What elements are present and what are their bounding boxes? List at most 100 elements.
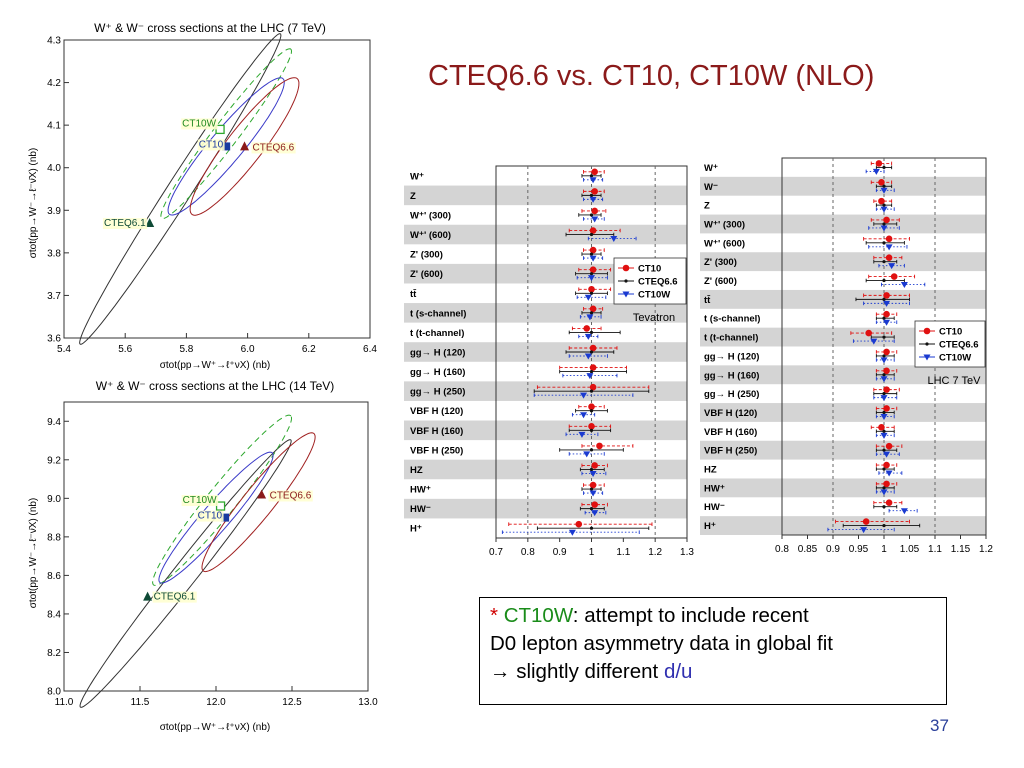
y-tick-label: 8.8 — [47, 532, 61, 543]
row-label: tt̄ — [704, 295, 711, 306]
point-cteq66 — [882, 165, 886, 170]
legend-marker — [622, 264, 630, 272]
point-ct10 — [221, 513, 230, 522]
x-tick-label: 6.4 — [363, 344, 377, 355]
point-cteq66 — [882, 354, 886, 358]
point-cteq66 — [589, 409, 594, 413]
x-tick-label: 5.6 — [118, 344, 132, 355]
point-ct10 — [589, 305, 597, 313]
point-cteq66 — [589, 369, 594, 374]
point-cteq66 — [882, 410, 886, 415]
point-ct10w — [610, 236, 618, 243]
y-tick-label: 4.1 — [47, 121, 61, 132]
point-ct10 — [591, 168, 598, 176]
point-ct10w — [872, 168, 880, 175]
point-ct10w — [584, 333, 592, 340]
arrow-icon: → — [490, 660, 511, 683]
x-tick-label: 1 — [589, 547, 595, 558]
slide-title: CTEQ6.6 vs. CT10, CT10W (NLO) — [428, 60, 875, 92]
point-cteq66 — [882, 523, 886, 528]
ellipse-ct10w — [160, 48, 293, 220]
ellipse-chart-7tev: W⁺ & W⁻ cross sections at the LHC (7 TeV… — [28, 21, 377, 370]
ellipse-chart-14tev: W⁺ & W⁻ cross sections at the LHC (14 Te… — [28, 379, 378, 733]
row-label: Z' (300) — [410, 250, 443, 261]
point-cteq66 — [589, 252, 594, 256]
point-ct10 — [885, 442, 893, 450]
point-ct10 — [591, 462, 598, 469]
legend-label: CT10W — [638, 290, 670, 301]
row-label: t (t-channel) — [704, 333, 758, 344]
point-ct10w — [880, 187, 888, 194]
point-label-bg — [152, 591, 197, 603]
point-cteq61 — [143, 591, 153, 601]
point-cteq66 — [589, 428, 594, 432]
point-cteq66 — [589, 507, 594, 511]
point-label-bg — [102, 218, 148, 230]
point-cteq66 — [589, 311, 594, 315]
point-ct10w — [586, 314, 594, 321]
y-tick-label: 8.4 — [47, 609, 61, 620]
tevatron-ratio-panel: 0.7 0.8 0.9 1 1.1 1.2 1.3 W⁺ Z W⁺' (300) W⁺' (600)… — [404, 165, 694, 558]
point-ct10 — [588, 285, 595, 293]
plot-frame — [63, 39, 371, 339]
ellipse-cteq61 — [79, 33, 282, 345]
legend-label: CTEQ6.6 — [939, 340, 979, 351]
row-label: H⁺ — [410, 524, 422, 535]
point-ct10 — [883, 386, 890, 393]
row-label: VBF H (120) — [704, 408, 757, 419]
lhc7-ratio-panel: 0.8 0.85 0.9 0.95 1 1.05 1.1 1.15 1.2 W⁺ W⁻ Z W⁺' (3… — [700, 157, 993, 555]
row-label: gg→ H (250) — [704, 389, 759, 400]
row-label: VBF H (120) — [410, 406, 463, 417]
legend-marker — [923, 354, 931, 361]
row-label: W⁺' (600) — [410, 230, 451, 241]
point-ct10w — [578, 431, 586, 438]
x-tick-label: 1.3 — [680, 547, 694, 558]
plot-frame — [63, 401, 369, 692]
point-cteq66 — [882, 429, 886, 433]
row-label: Z — [704, 201, 710, 212]
y-tick-label: 3.9 — [47, 206, 61, 217]
point-ct10 — [885, 254, 893, 261]
panel-label: LHC 7 TeV — [928, 375, 982, 387]
point-ct10 — [591, 501, 598, 508]
x-tick-label: 1 — [881, 544, 887, 555]
point-cteq66 — [589, 448, 594, 452]
row-stripe — [404, 303, 687, 323]
point-ct10w — [900, 282, 908, 289]
point-ct10 — [878, 197, 885, 205]
row-label: HZ — [410, 465, 423, 476]
row-stripe — [700, 214, 986, 234]
row-label: W⁺' (300) — [704, 219, 745, 230]
x-tick-label: 1.1 — [928, 544, 942, 555]
point-cteq66 — [882, 203, 886, 207]
x-tick-label: 0.8 — [775, 544, 789, 555]
ellipse-ct10 — [158, 451, 274, 584]
legend-label: CTEQ6.6 — [638, 277, 678, 288]
x-tick-label: 1.15 — [951, 544, 971, 555]
chart-title: W⁺ & W⁻ cross sections at the LHC (14 Te… — [96, 379, 335, 393]
row-stripe — [700, 252, 986, 272]
point-label: CT10 — [199, 139, 224, 150]
row-label: H⁺ — [704, 521, 716, 532]
row-stripe — [700, 327, 986, 347]
point-ct10 — [588, 423, 595, 430]
point-label: CTEQ6.1 — [104, 218, 146, 229]
point-ct10 — [883, 461, 890, 469]
x-tick-label: 11.0 — [55, 697, 74, 708]
point-ct10 — [589, 227, 597, 234]
x-tick-label: 0.95 — [849, 544, 869, 555]
point-ct10w — [885, 244, 893, 251]
point-ct10w — [883, 319, 891, 326]
x-tick-label: 6.0 — [241, 344, 255, 355]
point-cteq66 — [589, 291, 594, 295]
row-label: Z' (600) — [410, 269, 443, 280]
row-stripe — [404, 185, 687, 206]
point-ct10w — [860, 527, 868, 534]
point-ct10w — [584, 353, 592, 360]
x-tick-label: 1.05 — [900, 544, 920, 555]
note-ct10w: CT10W — [503, 604, 573, 627]
point-ct10w — [586, 373, 594, 380]
point-ct10w — [589, 255, 597, 262]
point-ct10w — [580, 392, 588, 399]
